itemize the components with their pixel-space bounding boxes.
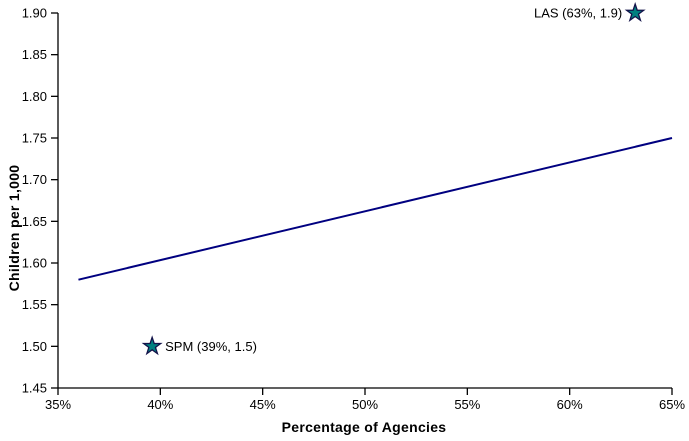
- x-tick-label: 65%: [659, 397, 685, 412]
- y-tick-label: 1.55: [22, 297, 47, 312]
- y-tick-label: 1.70: [22, 172, 47, 187]
- trend-line: [78, 137, 673, 281]
- y-tick-label: 1.65: [22, 214, 47, 229]
- y-tick-label: 1.75: [22, 131, 47, 146]
- x-tick-label: 45%: [250, 397, 276, 412]
- data-point-star-spm: [141, 335, 163, 356]
- point-label-spm: SPM (39%, 1.5): [165, 339, 257, 354]
- x-tick-label: 55%: [454, 397, 480, 412]
- y-tick-label: 1.90: [22, 6, 47, 21]
- x-tick-label: 50%: [352, 397, 378, 412]
- x-axis-title: Percentage of Agencies: [281, 419, 447, 435]
- data-point-star-las: [624, 1, 646, 22]
- y-tick-label: 1.50: [22, 339, 47, 354]
- y-tick-label: 1.60: [22, 256, 47, 271]
- y-tick-label: 1.45: [22, 381, 47, 396]
- x-tick-label: 60%: [557, 397, 583, 412]
- x-tick-label: 40%: [147, 397, 173, 412]
- y-tick-label: 1.80: [22, 89, 47, 104]
- y-tick-label: 1.85: [22, 47, 47, 62]
- point-label-las: LAS (63%, 1.9): [534, 6, 622, 21]
- y-axis-title: Children per 1,000: [6, 164, 22, 292]
- x-tick-label: 35%: [45, 397, 71, 412]
